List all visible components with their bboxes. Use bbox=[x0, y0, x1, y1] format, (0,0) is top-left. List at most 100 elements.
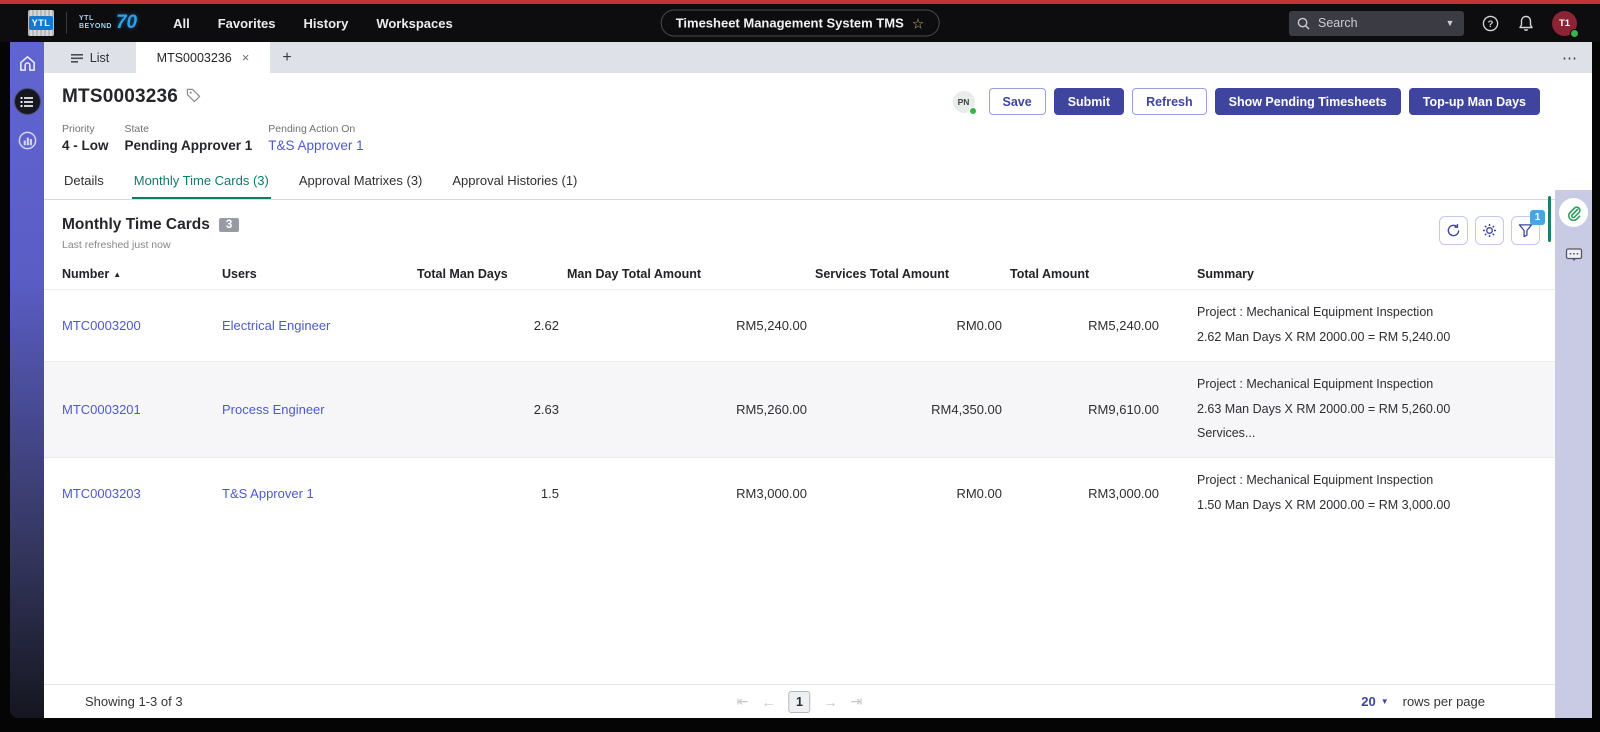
cell-services-total-amount: RM0.00 bbox=[956, 318, 1002, 333]
tab-record[interactable]: MTS0003236 × bbox=[136, 42, 270, 73]
next-page-button[interactable]: → bbox=[823, 693, 838, 710]
filter-count-badge: 1 bbox=[1530, 210, 1545, 225]
tab-details[interactable]: Details bbox=[64, 173, 104, 188]
workspace-analytics-button[interactable] bbox=[16, 129, 38, 151]
showing-count-text: Showing 1-3 of 3 bbox=[85, 694, 183, 709]
column-header-services-total-amount[interactable]: Services Total Amount bbox=[815, 267, 950, 281]
user-link[interactable]: Process Engineer bbox=[222, 401, 325, 417]
chevron-down-icon: ▼ bbox=[1380, 697, 1389, 706]
summary-line: 1.50 Man Days X RM 2000.00 = RM 3,000.00 bbox=[1197, 497, 1451, 512]
home-icon bbox=[19, 55, 35, 71]
user-avatar[interactable]: T1 bbox=[1552, 10, 1579, 38]
column-header-users[interactable]: Users bbox=[222, 267, 257, 281]
plus-icon: + bbox=[282, 48, 292, 66]
svg-text:?: ? bbox=[1487, 18, 1493, 29]
list-refresh-button[interactable] bbox=[1439, 216, 1468, 245]
cell-man-day-total-amount: RM5,260.00 bbox=[736, 401, 807, 417]
notifications-button[interactable] bbox=[1516, 13, 1536, 33]
search-input[interactable]: Search bbox=[1289, 10, 1441, 36]
rail-active-indicator bbox=[1548, 196, 1551, 242]
user-link[interactable]: T&S Approver 1 bbox=[222, 485, 314, 501]
column-header-number[interactable]: Number ▲ bbox=[62, 267, 122, 281]
list-settings-button[interactable] bbox=[1475, 216, 1504, 245]
main-nav: All Favorites History Workspaces bbox=[173, 16, 453, 31]
save-button[interactable]: Save bbox=[988, 88, 1046, 115]
nav-all[interactable]: All bbox=[173, 15, 190, 31]
spacer bbox=[44, 529, 1555, 684]
more-icon: ⋯ bbox=[1562, 49, 1578, 67]
record-link[interactable]: MTC0003200 bbox=[62, 318, 141, 333]
app-title-pill[interactable]: Timesheet Management System TMS ☆ bbox=[660, 9, 940, 37]
window-accent-line bbox=[0, 0, 1600, 4]
new-tab-button[interactable]: + bbox=[270, 42, 304, 73]
search-scope-dropdown[interactable]: ▼ bbox=[1436, 10, 1464, 36]
tab-approval-matrixes[interactable]: Approval Matrixes (3) bbox=[298, 173, 423, 188]
state-label: State bbox=[124, 123, 150, 135]
nav-history[interactable]: History bbox=[303, 15, 349, 31]
cell-services-total-amount: RM0.00 bbox=[956, 485, 1002, 501]
chat-button[interactable] bbox=[1565, 247, 1583, 268]
priority-label: Priority bbox=[62, 123, 95, 135]
tab-overflow-button[interactable]: ⋯ bbox=[1562, 42, 1592, 73]
app-menu-button[interactable] bbox=[13, 88, 41, 115]
refresh-button[interactable]: Refresh bbox=[1132, 88, 1207, 115]
rows-per-page-label: rows per page bbox=[1402, 694, 1485, 709]
show-pending-timesheets-button[interactable]: Show Pending Timesheets bbox=[1214, 88, 1401, 115]
current-page-button[interactable]: 1 bbox=[788, 690, 811, 713]
summary-line: 2.62 Man Days X RM 2000.00 = RM 5,240.00 bbox=[1197, 330, 1451, 344]
cell-users: T&S Approver 1 bbox=[222, 486, 417, 501]
record-summary-fields: Priority 4 - Low State Pending Approver … bbox=[62, 123, 1540, 153]
tab-approval-histories[interactable]: Approval Histories (1) bbox=[452, 173, 578, 188]
summary-line: Project : Mechanical Equipment Inspectio… bbox=[1197, 305, 1434, 320]
record-link[interactable]: MTC0003203 bbox=[62, 485, 141, 501]
pending-action-value-link[interactable]: T&S Approver 1 bbox=[268, 138, 364, 153]
cell-users: Electrical Engineer bbox=[222, 318, 417, 333]
state-field: State Pending Approver 1 bbox=[125, 123, 253, 153]
column-header-total-man-days[interactable]: Total Man Days bbox=[417, 267, 508, 281]
submit-button[interactable]: Submit bbox=[1053, 88, 1125, 115]
chat-icon bbox=[1565, 248, 1582, 261]
ytl-beyond-text: YTL BEYOND bbox=[79, 15, 112, 30]
page-size-dropdown[interactable]: 20 ▼ bbox=[1361, 694, 1388, 709]
seventy-badge: 70 bbox=[115, 12, 138, 33]
cell-total-man-days: 2.62 bbox=[533, 318, 559, 333]
topbar-right: Search ▼ ? T1 bbox=[1289, 10, 1600, 38]
attachments-button[interactable] bbox=[1559, 198, 1588, 227]
presence-indicator bbox=[1570, 28, 1579, 38]
cell-man-day-total-amount: RM5,240.00 bbox=[736, 318, 807, 333]
table-row: MTC0003201 Process Engineer 2.63 RM5,260… bbox=[44, 361, 1555, 457]
table-body: MTC0003200 Electrical Engineer 2.62 RM5,… bbox=[44, 289, 1555, 529]
nav-favorites[interactable]: Favorites bbox=[217, 15, 276, 31]
close-icon[interactable]: × bbox=[241, 50, 250, 65]
tab-record-label: MTS0003236 bbox=[156, 50, 232, 65]
filter-icon bbox=[1518, 224, 1533, 238]
search-icon bbox=[1297, 17, 1310, 30]
list-menu-icon bbox=[20, 96, 33, 107]
record-content: MTS0003236 PN Save Submit bbox=[44, 73, 1555, 718]
favorite-star-icon[interactable]: ☆ bbox=[911, 15, 925, 31]
topup-man-days-button[interactable]: Top-up Man Days bbox=[1408, 88, 1540, 115]
column-header-summary[interactable]: Summary bbox=[1197, 267, 1254, 281]
tag-icon[interactable] bbox=[186, 88, 201, 108]
list-filter-button[interactable]: 1 bbox=[1511, 210, 1545, 245]
nav-workspaces[interactable]: Workspaces bbox=[376, 15, 453, 31]
tab-monthly-time-cards[interactable]: Monthly Time Cards (3) bbox=[131, 167, 271, 199]
record-link[interactable]: MTC0003201 bbox=[62, 401, 141, 417]
cell-users: Process Engineer bbox=[222, 402, 417, 417]
viewer-presence-avatar[interactable]: PN bbox=[952, 90, 977, 115]
home-button[interactable] bbox=[16, 52, 38, 74]
list-toolbar: 1 bbox=[1439, 210, 1545, 245]
last-page-button[interactable]: ⇥ bbox=[850, 693, 863, 709]
cell-total-amount: RM5,240.00 bbox=[1088, 318, 1159, 333]
tab-list[interactable]: List bbox=[44, 42, 136, 73]
first-page-button[interactable]: ⇤ bbox=[736, 693, 749, 709]
previous-page-button[interactable]: ← bbox=[761, 693, 776, 710]
pending-action-field: Pending Action On T&S Approver 1 bbox=[268, 123, 363, 153]
help-button[interactable]: ? bbox=[1480, 13, 1500, 33]
cell-number: MTC0003200 bbox=[62, 318, 222, 333]
column-header-man-day-total-amount[interactable]: Man Day Total Amount bbox=[567, 267, 702, 281]
user-link[interactable]: Electrical Engineer bbox=[222, 318, 331, 333]
tab-list-label: List bbox=[89, 50, 110, 65]
column-header-total-amount[interactable]: Total Amount bbox=[1010, 267, 1090, 281]
